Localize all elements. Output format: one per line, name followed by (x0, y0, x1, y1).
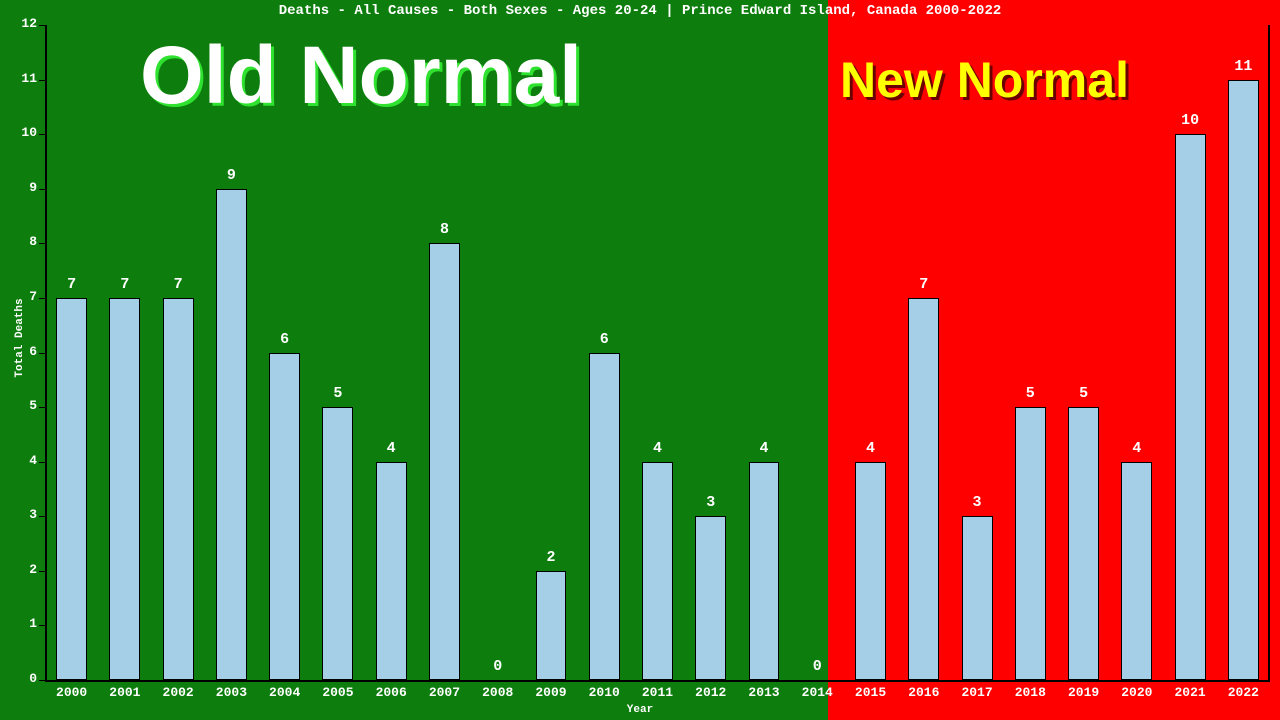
bar (1015, 407, 1046, 680)
bar (1228, 80, 1259, 680)
x-tick-label: 2022 (1217, 685, 1270, 700)
new-normal-label: New NormalNew Normal (840, 55, 1129, 105)
y-tick-label: 1 (29, 616, 37, 631)
x-tick-label: 2021 (1163, 685, 1216, 700)
y-tick-label: 4 (29, 453, 37, 468)
bar (908, 298, 939, 680)
y-tick-label: 11 (21, 71, 37, 86)
bar-value-label: 3 (973, 494, 982, 511)
bar-value-label: 6 (600, 331, 609, 348)
y-tick-label: 9 (29, 180, 37, 195)
bar-value-label: 10 (1181, 112, 1199, 129)
bar (1175, 134, 1206, 680)
bar-value-label: 6 (280, 331, 289, 348)
bar-value-label: 8 (440, 221, 449, 238)
y-tick-mark (39, 680, 45, 681)
x-tick-label: 2005 (311, 685, 364, 700)
y-tick-label: 8 (29, 234, 37, 249)
bar-value-label: 0 (813, 658, 822, 675)
x-tick-label: 2002 (152, 685, 205, 700)
x-tick-label: 2000 (45, 685, 98, 700)
x-tick-label: 2016 (897, 685, 950, 700)
bar-value-label: 9 (227, 167, 236, 184)
bar-value-label: 11 (1234, 58, 1252, 75)
y-tick-label: 10 (21, 125, 37, 140)
bar (1068, 407, 1099, 680)
bar-value-label: 4 (760, 440, 769, 457)
x-tick-label: 2012 (684, 685, 737, 700)
bar-value-label: 7 (67, 276, 76, 293)
bar (749, 462, 780, 680)
bar (536, 571, 567, 680)
y-tick-label: 2 (29, 562, 37, 577)
x-tick-label: 2017 (950, 685, 1003, 700)
x-tick-label: 2006 (365, 685, 418, 700)
bar-value-label: 5 (1079, 385, 1088, 402)
bar-value-label: 5 (1026, 385, 1035, 402)
x-tick-label: 2007 (418, 685, 471, 700)
x-tick-label: 2011 (631, 685, 684, 700)
y-tick-label: 12 (21, 16, 37, 31)
bar-value-label: 2 (546, 549, 555, 566)
y-tick-label: 5 (29, 398, 37, 413)
bar-value-label: 4 (653, 440, 662, 457)
bar (56, 298, 87, 680)
x-tick-label: 2013 (737, 685, 790, 700)
bar (216, 189, 247, 680)
y-tick-label: 3 (29, 507, 37, 522)
bar-value-label: 4 (1132, 440, 1141, 457)
y-tick-label: 7 (29, 289, 37, 304)
x-axis-line (45, 680, 1270, 682)
x-tick-label: 2008 (471, 685, 524, 700)
x-tick-label: 2019 (1057, 685, 1110, 700)
chart-title: Deaths - All Causes - Both Sexes - Ages … (0, 3, 1280, 19)
bar (855, 462, 886, 680)
bar (269, 353, 300, 681)
y-tick-label: 0 (29, 671, 37, 686)
bar (589, 353, 620, 681)
y-tick-label: 6 (29, 344, 37, 359)
bar-value-label: 7 (174, 276, 183, 293)
bar-value-label: 3 (706, 494, 715, 511)
bar (376, 462, 407, 680)
bar (163, 298, 194, 680)
deaths-bar-chart: Deaths - All Causes - Both Sexes - Ages … (0, 0, 1280, 720)
bar-value-label: 7 (919, 276, 928, 293)
x-tick-label: 2001 (98, 685, 151, 700)
bar-value-label: 4 (387, 440, 396, 457)
x-tick-label: 2004 (258, 685, 311, 700)
x-tick-label: 2014 (791, 685, 844, 700)
x-tick-label: 2020 (1110, 685, 1163, 700)
y-axis-title: Total Deaths (14, 278, 26, 398)
x-tick-label: 2018 (1004, 685, 1057, 700)
x-axis-title: Year (0, 704, 1280, 716)
bar (109, 298, 140, 680)
bar-value-label: 0 (493, 658, 502, 675)
bar-value-label: 7 (120, 276, 129, 293)
bar (1121, 462, 1152, 680)
bar (429, 243, 460, 680)
bar (962, 516, 993, 680)
bar (642, 462, 673, 680)
x-tick-label: 2010 (578, 685, 631, 700)
bar-value-label: 5 (333, 385, 342, 402)
x-tick-label: 2003 (205, 685, 258, 700)
old-normal-label: Old NormalOld Normal (140, 35, 582, 117)
x-tick-label: 2015 (844, 685, 897, 700)
x-tick-label: 2009 (524, 685, 577, 700)
bar (322, 407, 353, 680)
bar-value-label: 4 (866, 440, 875, 457)
bar (695, 516, 726, 680)
